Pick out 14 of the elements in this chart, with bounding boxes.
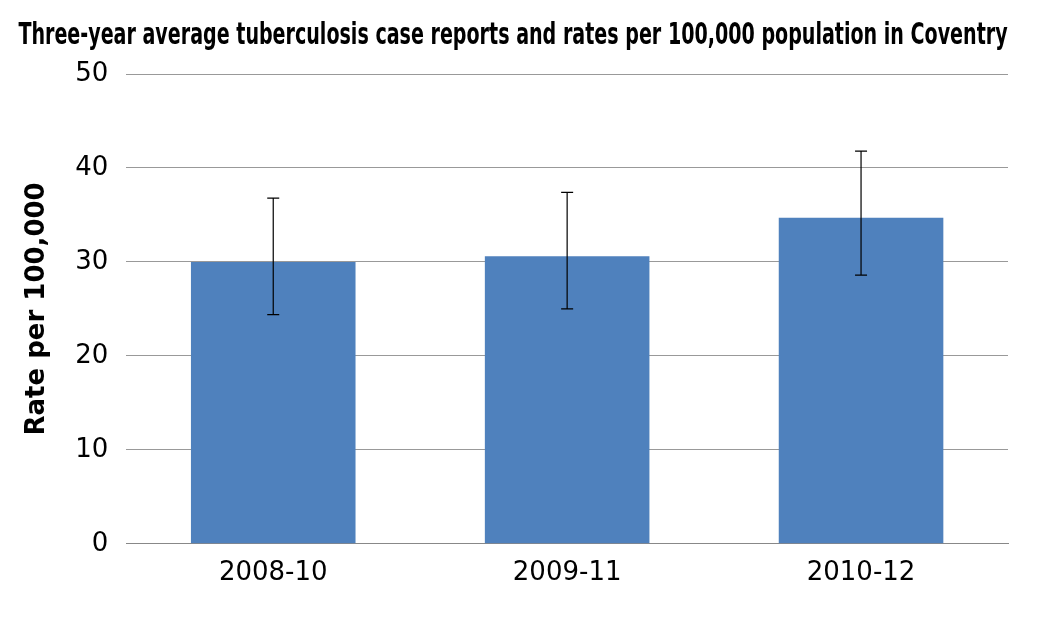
- bar: [778, 217, 944, 544]
- bar: [190, 261, 356, 544]
- x-tick-label: 2010-12: [806, 556, 916, 587]
- y-tick-label: 50: [75, 56, 109, 87]
- x-tick-label: 2009-11: [512, 556, 622, 587]
- y-tick-label: 40: [75, 150, 109, 181]
- bar: [484, 256, 650, 544]
- x-tick-label: 2008-10: [218, 556, 328, 587]
- chart-title: Three-year average tuberculosis case reports and rates per 100,000 population in Coventry: [18, 16, 1008, 51]
- y-tick-label: 0: [91, 526, 109, 557]
- y-axis-title: Rate per 100,000: [20, 182, 51, 436]
- y-tick-label: 30: [75, 244, 109, 275]
- y-tick-label: 20: [75, 338, 109, 369]
- y-tick-label: 10: [75, 432, 109, 463]
